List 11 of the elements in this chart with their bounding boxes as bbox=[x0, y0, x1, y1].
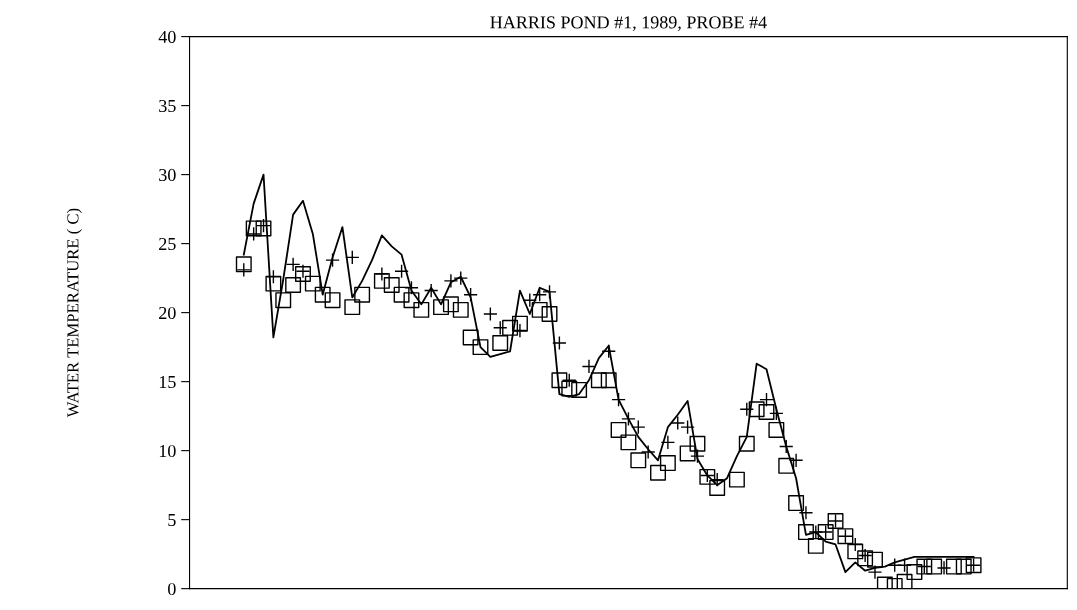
y-tick-label: 15 bbox=[159, 375, 176, 389]
y-tick-label: 40 bbox=[158, 30, 176, 44]
y-tick-label: 30 bbox=[159, 168, 176, 182]
chart-title: HARRIS POND #1, 1989, PROBE #4 bbox=[490, 16, 767, 32]
y-tick-label: 25 bbox=[159, 237, 176, 251]
y-tick-label: 20 bbox=[159, 306, 176, 320]
y-axis-title: WATER TEMPERATURE ( C) bbox=[66, 208, 82, 418]
y-tick-label: 35 bbox=[159, 99, 176, 113]
y-tick-label: 10 bbox=[159, 444, 176, 458]
y-tick-label: 0 bbox=[168, 582, 176, 596]
y-tick-label: 5 bbox=[168, 514, 176, 527]
